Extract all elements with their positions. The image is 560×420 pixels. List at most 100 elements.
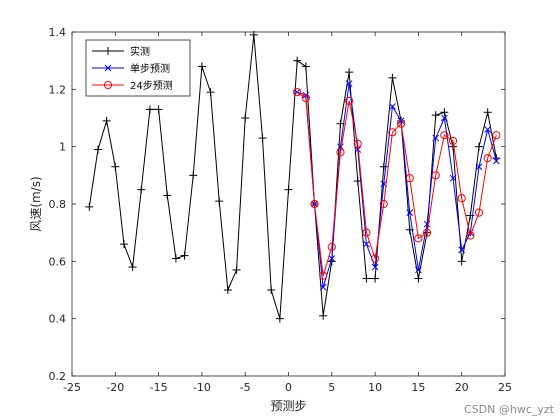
data-point-series-2 — [354, 146, 362, 153]
x-axis-label: 预测步 — [270, 399, 306, 413]
series-line-3 — [296, 91, 497, 276]
data-point-series-1 — [379, 162, 388, 171]
data-point-series-1 — [293, 56, 302, 65]
watermark: CSDN @hwc_yzt — [464, 403, 554, 416]
data-point-series-1 — [284, 185, 293, 194]
data-point-series-1 — [128, 263, 137, 272]
data-point-series-1 — [197, 62, 206, 71]
data-point-series-1 — [85, 202, 94, 211]
y-tick-label: 1.2 — [49, 83, 67, 96]
data-point-series-3 — [396, 119, 406, 128]
data-point-series-2 — [406, 209, 414, 216]
data-point-series-2 — [484, 126, 492, 133]
y-tick-label: 0.4 — [49, 313, 67, 326]
data-point-series-1 — [180, 251, 189, 260]
data-point-series-3 — [353, 139, 362, 148]
data-point-series-2 — [475, 163, 483, 171]
data-point-series-1 — [145, 105, 154, 114]
plot-marks — [85, 30, 501, 323]
data-point-series-3 — [474, 208, 484, 217]
data-point-series-1 — [223, 286, 232, 294]
y-tick-label: 1.4 — [49, 26, 67, 39]
data-point-series-2 — [371, 263, 379, 271]
data-point-series-1 — [345, 68, 354, 77]
y-tick-label: 0.8 — [49, 198, 67, 211]
axes: -25 -20 -15 -10 -5 0 5 10 15 20 25 0.2 0.4 0.6 0.8 1 1.2… — [49, 26, 513, 394]
x-tick-label: 20 — [455, 381, 469, 394]
data-point-series-1 — [154, 105, 163, 114]
data-point-series-3 — [336, 148, 345, 157]
x-tick-label: 5 — [328, 381, 335, 394]
data-point-series-1 — [431, 111, 440, 120]
data-point-series-1 — [119, 240, 128, 249]
data-point-series-3 — [414, 234, 423, 243]
legend-marker — [103, 80, 113, 90]
data-point-series-2 — [337, 143, 344, 151]
data-point-series-1 — [215, 197, 224, 206]
x-tick-label: -5 — [240, 381, 251, 394]
data-point-series-2 — [319, 283, 327, 291]
data-point-series-1 — [102, 116, 111, 125]
data-point-series-3 — [457, 194, 466, 203]
y-axis-label: 风速(m/s) — [29, 176, 43, 231]
data-point-series-3 — [422, 228, 432, 237]
data-point-series-1 — [388, 73, 397, 82]
data-point-series-3 — [293, 88, 302, 97]
data-point-series-1 — [414, 274, 423, 283]
legend-label: 实测 — [130, 45, 150, 58]
legend-label: 单步预测 — [130, 62, 170, 75]
data-point-series-1 — [241, 114, 250, 122]
data-point-series-3 — [483, 154, 492, 163]
data-point-series-2 — [363, 240, 370, 248]
data-point-series-1 — [371, 274, 380, 283]
data-point-series-1 — [258, 134, 267, 143]
data-point-series-1 — [362, 274, 371, 283]
data-point-series-1 — [483, 108, 492, 117]
legend-marker — [104, 47, 112, 55]
x-tick-label: 15 — [411, 381, 425, 394]
data-point-series-3 — [371, 254, 380, 263]
data-point-series-2 — [415, 266, 422, 274]
data-point-series-1 — [163, 191, 172, 200]
data-point-series-2 — [397, 117, 405, 125]
data-point-series-3 — [431, 171, 440, 180]
data-point-series-1 — [171, 254, 180, 263]
data-point-series-1 — [137, 185, 146, 194]
data-point-series-2 — [441, 114, 448, 122]
data-point-series-1 — [111, 162, 120, 171]
series-line-2 — [297, 83, 497, 288]
data-point-series-3 — [440, 131, 449, 140]
data-point-series-1 — [189, 171, 198, 180]
data-point-series-2 — [345, 80, 353, 87]
data-point-series-2 — [492, 157, 500, 165]
data-point-series-3 — [492, 131, 501, 140]
data-point-series-1 — [93, 145, 102, 154]
data-point-series-2 — [449, 174, 457, 182]
x-tick-label: 0 — [285, 381, 292, 394]
data-point-series-3 — [362, 228, 371, 237]
data-point-series-3 — [448, 136, 458, 146]
y-tick-label: 0.6 — [49, 255, 67, 268]
x-tick-label: -10 — [193, 381, 211, 394]
y-tick-label: 0.2 — [49, 370, 67, 383]
data-point-series-3 — [319, 271, 328, 280]
legend-label: 24步预测 — [130, 79, 173, 92]
data-point-series-3 — [379, 199, 388, 209]
data-point-series-3 — [405, 174, 414, 183]
data-point-series-1 — [232, 265, 241, 274]
data-point-series-1 — [275, 314, 284, 323]
data-point-series-2 — [432, 134, 440, 142]
legend-marker — [104, 64, 112, 72]
data-point-series-1 — [475, 142, 484, 151]
data-point-series-1 — [440, 108, 449, 117]
x-tick-label: 25 — [498, 381, 512, 394]
data-point-series-2 — [458, 246, 466, 254]
data-point-series-1 — [301, 62, 310, 71]
data-point-series-1 — [319, 311, 328, 320]
data-point-series-1 — [457, 257, 466, 266]
data-point-series-3 — [345, 96, 354, 105]
data-point-series-3 — [301, 93, 310, 103]
data-point-series-2 — [389, 103, 396, 110]
